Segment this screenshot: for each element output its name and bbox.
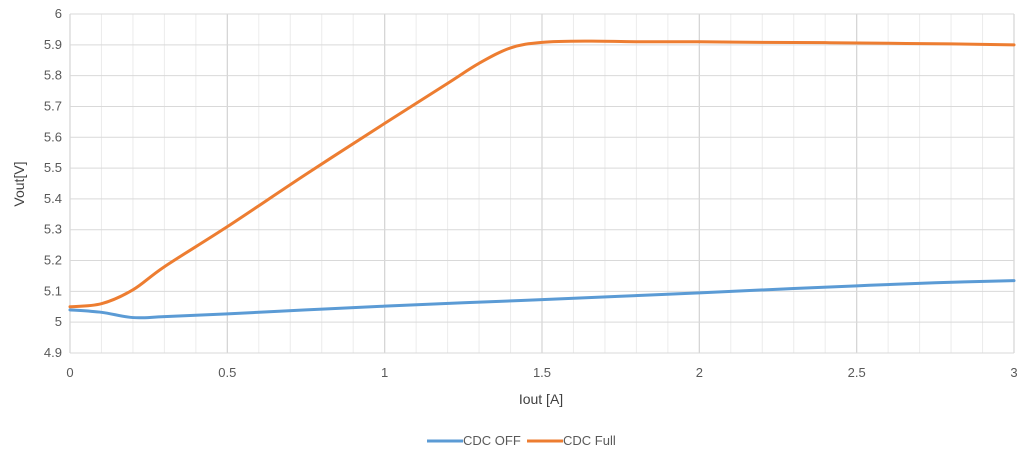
y-tick-label: 5.5	[44, 160, 62, 175]
y-tick-labels: 4.9 5 5.1 5.2 5.3 5.4 5.5 5.6 5.7 5.8 5.9 6	[44, 6, 62, 360]
y-tick-label: 5.2	[44, 253, 62, 268]
series-line-cdc-full	[68, 39, 1016, 309]
y-tick-label: 5.6	[44, 129, 62, 144]
y-tick-label: 5.4	[44, 191, 62, 206]
grid	[69, 13, 1015, 354]
series-lines	[68, 39, 1016, 320]
x-tick-label: 0	[66, 365, 73, 380]
y-axis-label: Vout[V]	[11, 161, 27, 206]
y-tick-label: 6	[55, 6, 62, 21]
y-tick-label: 5.7	[44, 98, 62, 113]
x-axis-label: Iout [A]	[519, 391, 563, 407]
x-tick-label: 1	[381, 365, 388, 380]
series-line-cdc-off	[68, 279, 1016, 320]
x-tick-label: 2	[696, 365, 703, 380]
legend-label-cdc-full: CDC Full	[563, 433, 616, 448]
y-tick-label: 5.9	[44, 37, 62, 52]
legend: CDC OFF CDC Full	[427, 433, 616, 448]
x-tick-label: 1.5	[533, 365, 551, 380]
y-tick-label: 5	[55, 314, 62, 329]
x-tick-label: 0.5	[218, 365, 236, 380]
x-tick-label: 2.5	[848, 365, 866, 380]
y-tick-label: 5.3	[44, 222, 62, 237]
y-tick-label: 5.8	[44, 68, 62, 83]
legend-label-cdc-off: CDC OFF	[463, 433, 521, 448]
x-tick-labels: 0 0.5 1 1.5 2 2.5 3	[66, 365, 1017, 380]
y-tick-label: 5.1	[44, 283, 62, 298]
x-tick-label: 3	[1010, 365, 1017, 380]
y-tick-label: 4.9	[44, 345, 62, 360]
